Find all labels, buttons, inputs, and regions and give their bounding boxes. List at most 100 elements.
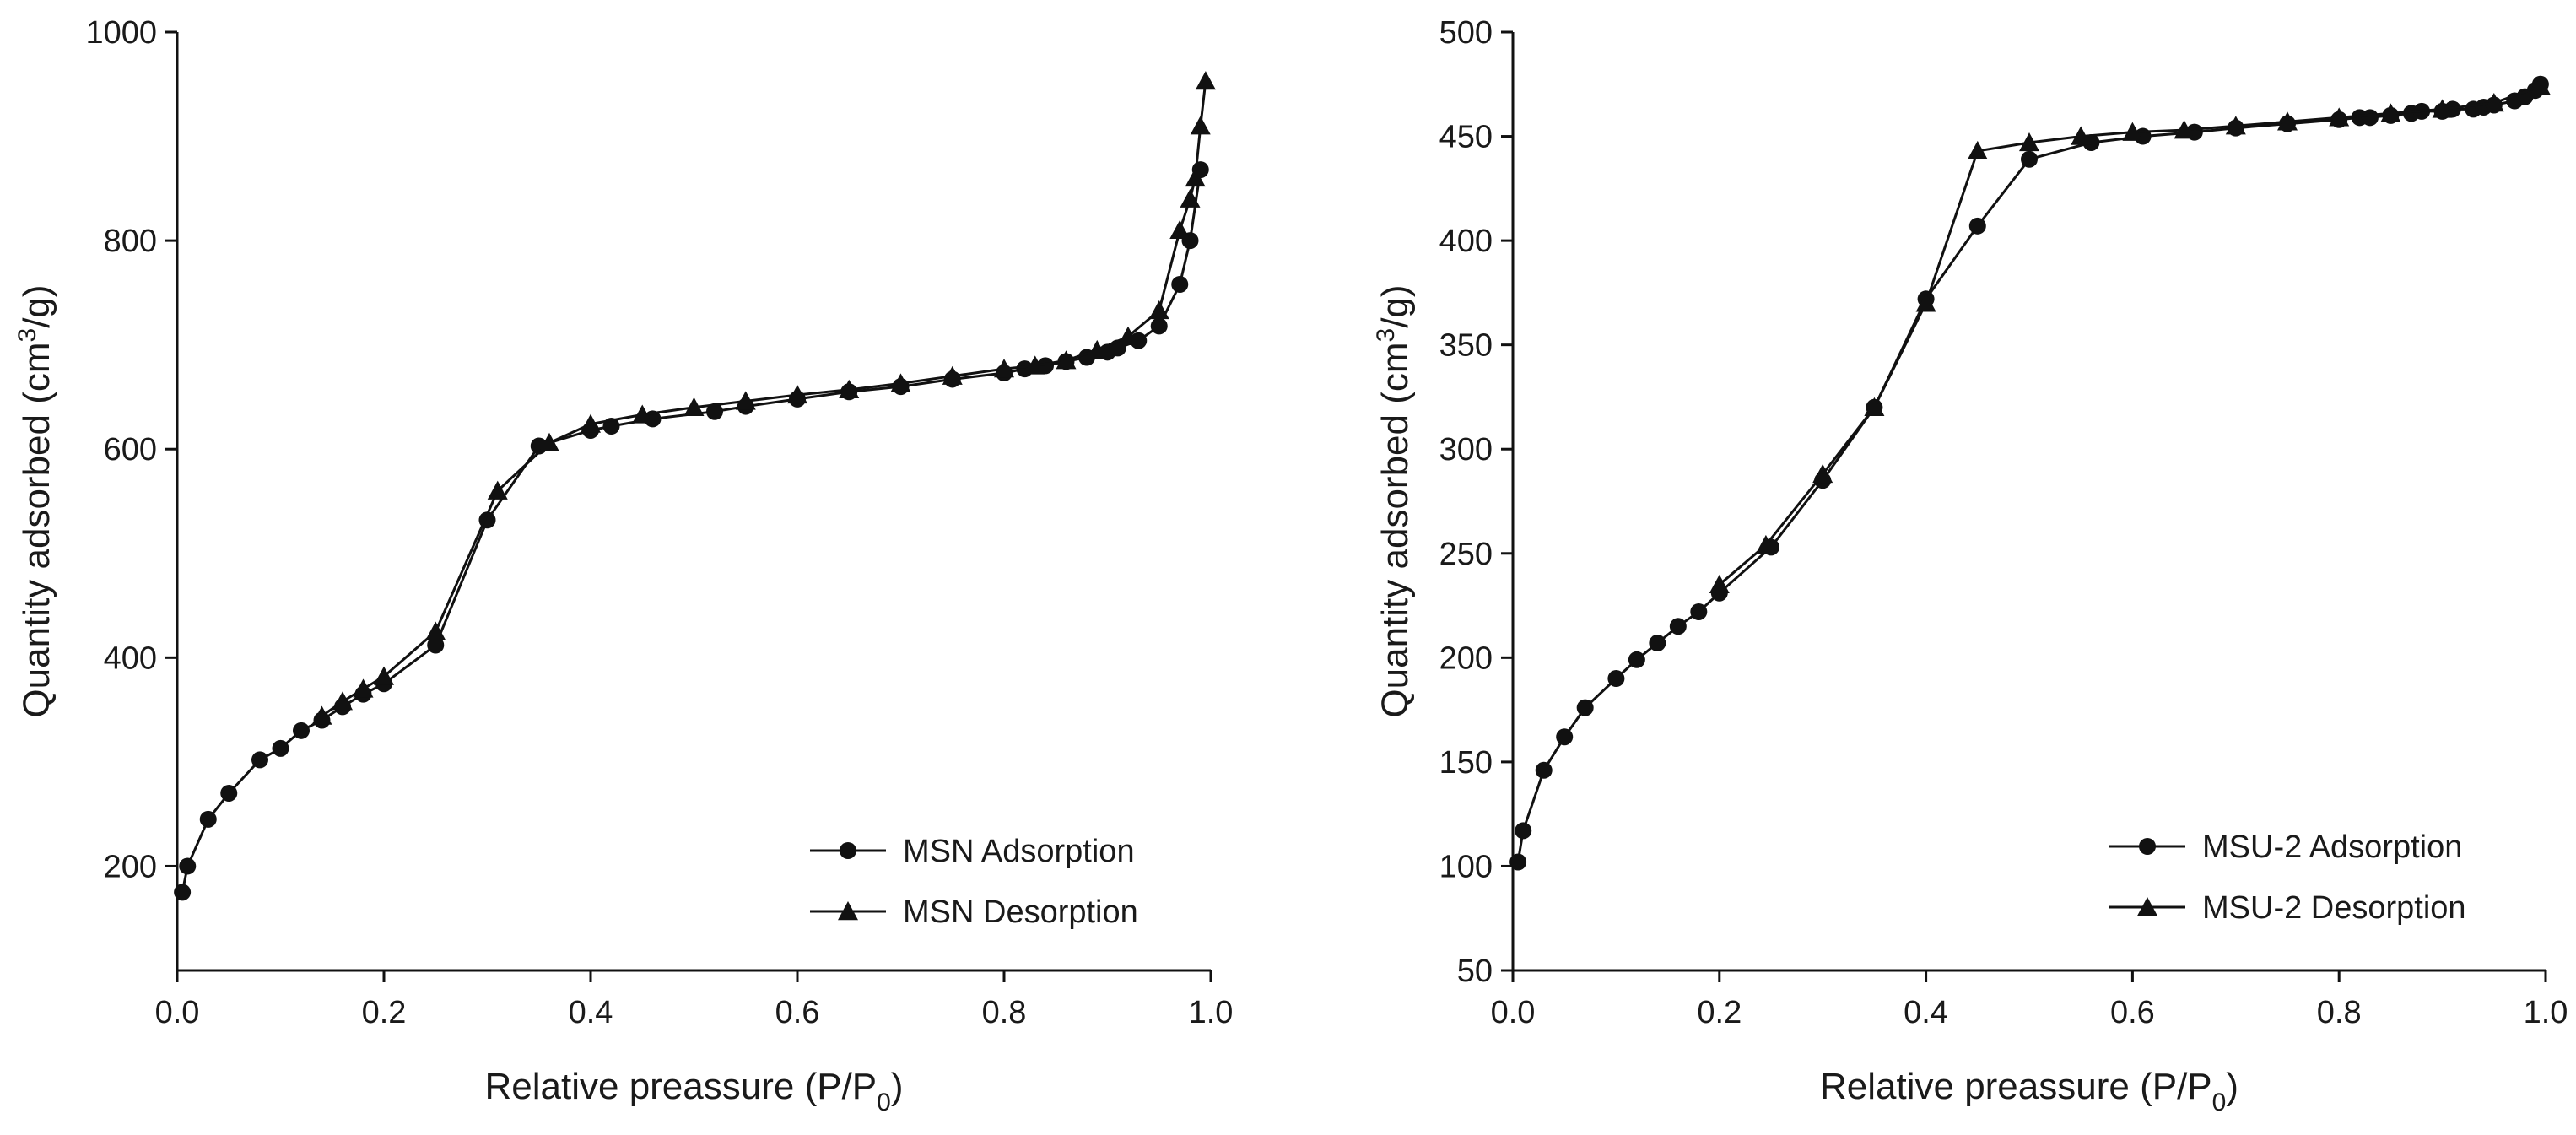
data-point <box>1864 397 1885 416</box>
data-point <box>220 784 238 802</box>
data-point <box>199 810 217 828</box>
data-point <box>487 480 508 500</box>
data-point <box>735 391 756 410</box>
data-point <box>2225 116 2246 135</box>
data-point <box>994 359 1014 378</box>
data-point <box>1607 670 1625 688</box>
y-tick-label: 200 <box>1439 640 1493 676</box>
data-point <box>1576 699 1594 716</box>
data-point <box>353 678 374 698</box>
series-line <box>321 80 1207 717</box>
y-tick-label: 600 <box>104 432 157 468</box>
y-tick-label: 50 <box>1457 954 1493 989</box>
x-tick-label: 0.4 <box>569 995 613 1030</box>
data-point <box>1709 574 1730 594</box>
data-point <box>1690 603 1708 620</box>
y-tick-label: 100 <box>1439 849 1493 884</box>
y-tick-label: 500 <box>1439 15 1493 51</box>
series-desorption <box>1709 76 2551 594</box>
data-point <box>332 691 353 711</box>
data-point <box>1968 217 1986 235</box>
x-tick-label: 0.8 <box>2317 995 2362 1030</box>
x-tick-label: 0.6 <box>775 995 820 1030</box>
y-tick-label: 1000 <box>85 15 157 51</box>
data-point <box>1649 635 1666 652</box>
data-point <box>179 857 197 875</box>
series-adsorption <box>174 161 1209 901</box>
data-point <box>1755 534 1776 554</box>
data-point <box>1118 326 1138 345</box>
x-tick-label: 0.0 <box>155 995 200 1030</box>
series-desorption <box>311 71 1216 725</box>
data-point <box>942 365 963 385</box>
y-tick-label: 250 <box>1439 537 1493 572</box>
x-tick-label: 0.4 <box>1904 995 1948 1030</box>
msu2-isotherm-chart: 0.0 0.2 0.4 0.6 0.8 1.0 50 100 150 200 250 300 350 40… <box>1372 15 2568 1116</box>
series-line <box>181 169 1202 893</box>
data-point <box>293 722 310 739</box>
x-tick-label: 0.2 <box>362 995 407 1030</box>
data-point <box>1535 761 1553 779</box>
data-point <box>311 705 332 725</box>
legend-entry: MSU-2 Desorption <box>2109 890 2466 926</box>
data-point <box>1628 651 1645 668</box>
data-point <box>1967 140 1988 160</box>
data-point <box>1915 293 1936 312</box>
data-point <box>272 739 289 757</box>
data-point <box>2174 120 2195 139</box>
data-point <box>2432 99 2453 118</box>
legend-marker <box>2139 838 2156 855</box>
data-point <box>2361 109 2379 127</box>
data-point <box>174 884 192 901</box>
legend-label: MSN Adsorption <box>903 834 1135 869</box>
x-axis-label: Relative preassure (P/P0) <box>485 1066 904 1116</box>
series-line <box>1516 83 2542 862</box>
data-point <box>2277 111 2298 131</box>
data-point <box>632 404 653 424</box>
y-tick-label: 300 <box>1439 432 1493 468</box>
data-point <box>2483 93 2504 112</box>
legend-entry: MSN Adsorption <box>810 834 1135 869</box>
data-point <box>427 636 445 654</box>
data-point <box>425 621 446 640</box>
x-tick-label: 1.0 <box>1189 995 1234 1030</box>
data-point <box>1180 188 1201 208</box>
legend-entry: MSU-2 Adsorption <box>2109 830 2462 865</box>
y-axis-label: Quantity adsorbed (cm3/g) <box>1372 284 1416 717</box>
data-point <box>251 751 268 769</box>
data-point <box>2071 126 2092 145</box>
data-point <box>1150 317 1168 335</box>
x-tick-label: 0.0 <box>1491 995 1536 1030</box>
data-point <box>1190 116 1211 135</box>
x-tick-label: 0.8 <box>982 995 1027 1030</box>
data-point <box>1515 822 1532 840</box>
y-tick-label: 400 <box>1439 224 1493 259</box>
y-tick-label: 400 <box>104 640 157 676</box>
data-point <box>839 379 860 398</box>
y-tick-label: 200 <box>104 849 157 884</box>
data-point <box>1148 300 1169 320</box>
data-point <box>2380 103 2401 122</box>
legend-marker <box>838 901 858 921</box>
data-point <box>890 373 911 392</box>
data-point <box>1024 355 1045 375</box>
data-point <box>2530 76 2551 95</box>
x-tick-label: 0.6 <box>2110 995 2155 1030</box>
data-point <box>1171 276 1189 294</box>
x-axis-label: Relative preassure (P/P0) <box>1820 1066 2238 1116</box>
y-tick-label: 350 <box>1439 328 1493 364</box>
legend-label: MSU-2 Adsorption <box>2202 830 2462 865</box>
data-point <box>1669 618 1687 635</box>
msn-isotherm-chart: 0.0 0.2 0.4 0.6 0.8 1.0 200 400 600 800 1000 Relati… <box>14 15 1233 1116</box>
legend-label: MSN Desorption <box>903 894 1138 930</box>
legend-label: MSU-2 Desorption <box>2202 890 2466 926</box>
data-point <box>1812 463 1833 484</box>
legend-marker <box>2137 897 2157 916</box>
legend-entry: MSN Desorption <box>810 894 1138 930</box>
data-point <box>706 403 723 420</box>
legend-marker <box>840 842 856 859</box>
data-point <box>374 666 394 685</box>
data-point <box>539 432 559 452</box>
data-point <box>1169 219 1191 239</box>
